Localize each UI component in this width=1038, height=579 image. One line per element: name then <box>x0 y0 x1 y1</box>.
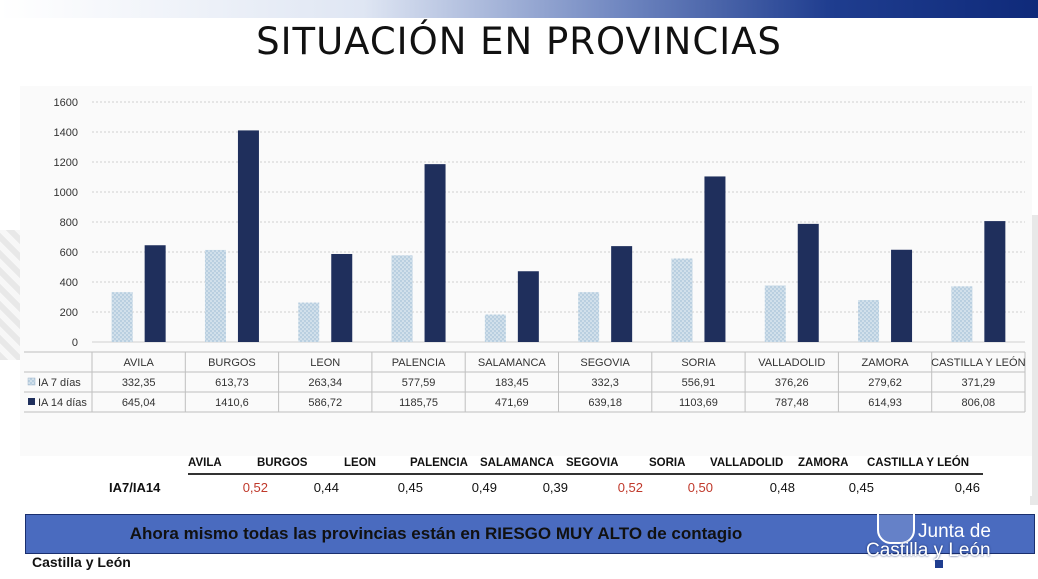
ratio-value: 0,49 <box>471 480 497 495</box>
x-tick-label: SORIA <box>681 357 716 369</box>
ratio-header: LEON <box>344 457 376 469</box>
bar-ia7 <box>764 285 786 342</box>
data-label: 639,18 <box>588 397 622 409</box>
risk-banner-text: Ahora mismo todas las provincias están e… <box>129 524 743 543</box>
ratio-value: 0,48 <box>769 480 795 495</box>
ratio-divider <box>188 473 983 475</box>
background-decoration-right <box>1030 215 1038 505</box>
ratio-value: 0,45 <box>848 480 874 495</box>
logo-text-line1: Junta de <box>918 521 991 542</box>
bar-ia14 <box>891 249 913 342</box>
bar-ia7 <box>484 314 506 342</box>
y-tick-label: 600 <box>60 247 78 259</box>
y-tick-label: 1400 <box>54 127 78 139</box>
data-label: 376,26 <box>775 377 809 389</box>
bar-ia7 <box>391 255 413 342</box>
bar-ia7 <box>671 258 693 342</box>
bar-chart: 0 200 400 600 800 1000 1200 1400 1600 AVILA BURGOS… <box>24 97 1026 413</box>
data-label: 471,69 <box>495 397 529 409</box>
data-label: 332,3 <box>591 377 619 389</box>
bar-ia14 <box>704 176 726 342</box>
x-tick-label: AVILA <box>123 357 154 369</box>
y-tick-label: 1200 <box>54 157 78 169</box>
bar-ia7 <box>111 292 133 342</box>
bar-ia14 <box>144 245 166 342</box>
legend-swatch-ia7 <box>27 377 36 386</box>
ratio-value: 0,44 <box>313 480 339 495</box>
legend-swatch-ia14 <box>28 398 35 405</box>
slide-title: SITUACIÓN EN PROVINCIAS <box>256 20 782 63</box>
data-label: 787,48 <box>775 397 809 409</box>
ratio-value: 0,39 <box>542 480 568 495</box>
bar-ia14 <box>611 246 633 342</box>
data-label: 645,04 <box>122 397 156 409</box>
coat-of-arms-icon <box>877 500 915 544</box>
data-label: 586,72 <box>308 397 342 409</box>
ratio-header: SALAMANCA <box>480 457 555 469</box>
bar-ia7 <box>858 300 880 342</box>
data-label: 806,08 <box>962 397 996 409</box>
ratio-header: ZAMORA <box>798 457 849 469</box>
ratio-value: 0,52 <box>242 480 268 495</box>
y-tick-label: 1600 <box>54 97 78 109</box>
legend-label: IA 14 días <box>38 397 87 409</box>
top-gradient-band <box>0 0 1038 18</box>
bar-ia14 <box>424 164 446 342</box>
x-tick-label: BURGOS <box>208 357 256 369</box>
x-tick-label: VALLADOLID <box>758 357 825 369</box>
background-decoration <box>0 230 22 360</box>
bar-ia14 <box>797 223 819 342</box>
bar-ia7 <box>298 302 320 342</box>
data-label: 613,73 <box>215 377 249 389</box>
x-tick-label: LEON <box>310 357 340 369</box>
ratio-header: CASTILLA Y LEÓN <box>867 457 970 469</box>
x-tick-label: ZAMORA <box>862 357 910 369</box>
bar-ia7 <box>951 286 973 342</box>
y-tick-label: 200 <box>60 307 78 319</box>
bar-ia14 <box>237 130 259 342</box>
y-tick-label: 400 <box>60 277 78 289</box>
y-tick-label: 1000 <box>54 187 78 199</box>
y-tick-label: 0 <box>72 337 78 349</box>
ratio-header: SEGOVIA <box>566 457 619 469</box>
ratio-row-label: IA7/IA14 <box>109 480 161 495</box>
x-tick-label: PALENCIA <box>392 357 446 369</box>
legend-label: IA 7 días <box>38 377 81 389</box>
data-label: 556,91 <box>682 377 716 389</box>
ratio-header: BURGOS <box>257 457 308 469</box>
x-tick-label: SALAMANCA <box>478 357 547 369</box>
footer-region-name: Castilla y León <box>32 554 131 570</box>
data-label: 263,34 <box>308 377 342 389</box>
bar-ia7 <box>204 249 226 342</box>
data-label: 614,93 <box>868 397 902 409</box>
ratio-value: 0,52 <box>617 480 643 495</box>
ratio-table: IA7/IA14 AVILA BURGOS LEON PALENCIA SALAMANC… <box>20 456 1032 496</box>
data-label: 371,29 <box>962 377 996 389</box>
ratio-header: VALLADOLID <box>710 457 784 469</box>
data-label: 1185,75 <box>399 397 438 409</box>
bar-ia14 <box>984 221 1006 342</box>
ratio-header: PALENCIA <box>410 457 468 469</box>
data-label: 332,35 <box>122 377 156 389</box>
ratio-header: SORIA <box>649 457 686 469</box>
x-tick-label: CASTILLA Y LEÓN <box>931 356 1025 369</box>
ratio-value: 0,46 <box>954 480 980 495</box>
ratio-header: AVILA <box>188 457 222 469</box>
logo-text-line2: Castilla y León <box>866 540 991 561</box>
ratio-value: 0,50 <box>687 480 713 495</box>
data-label: 183,45 <box>495 377 529 389</box>
ratio-value: 0,45 <box>397 480 423 495</box>
bar-ia7 <box>578 292 600 342</box>
x-tick-label: SEGOVIA <box>580 357 630 369</box>
data-label: 1410,6 <box>215 397 249 409</box>
y-tick-label: 800 <box>60 217 78 229</box>
data-label: 577,59 <box>402 377 436 389</box>
logo-mark <box>935 560 943 568</box>
risk-banner: Ahora mismo todas las provincias están e… <box>25 514 1035 554</box>
data-label: 1103,69 <box>679 397 718 409</box>
bar-ia14 <box>331 253 353 342</box>
bar-ia14 <box>517 271 539 342</box>
data-label: 279,62 <box>868 377 902 389</box>
